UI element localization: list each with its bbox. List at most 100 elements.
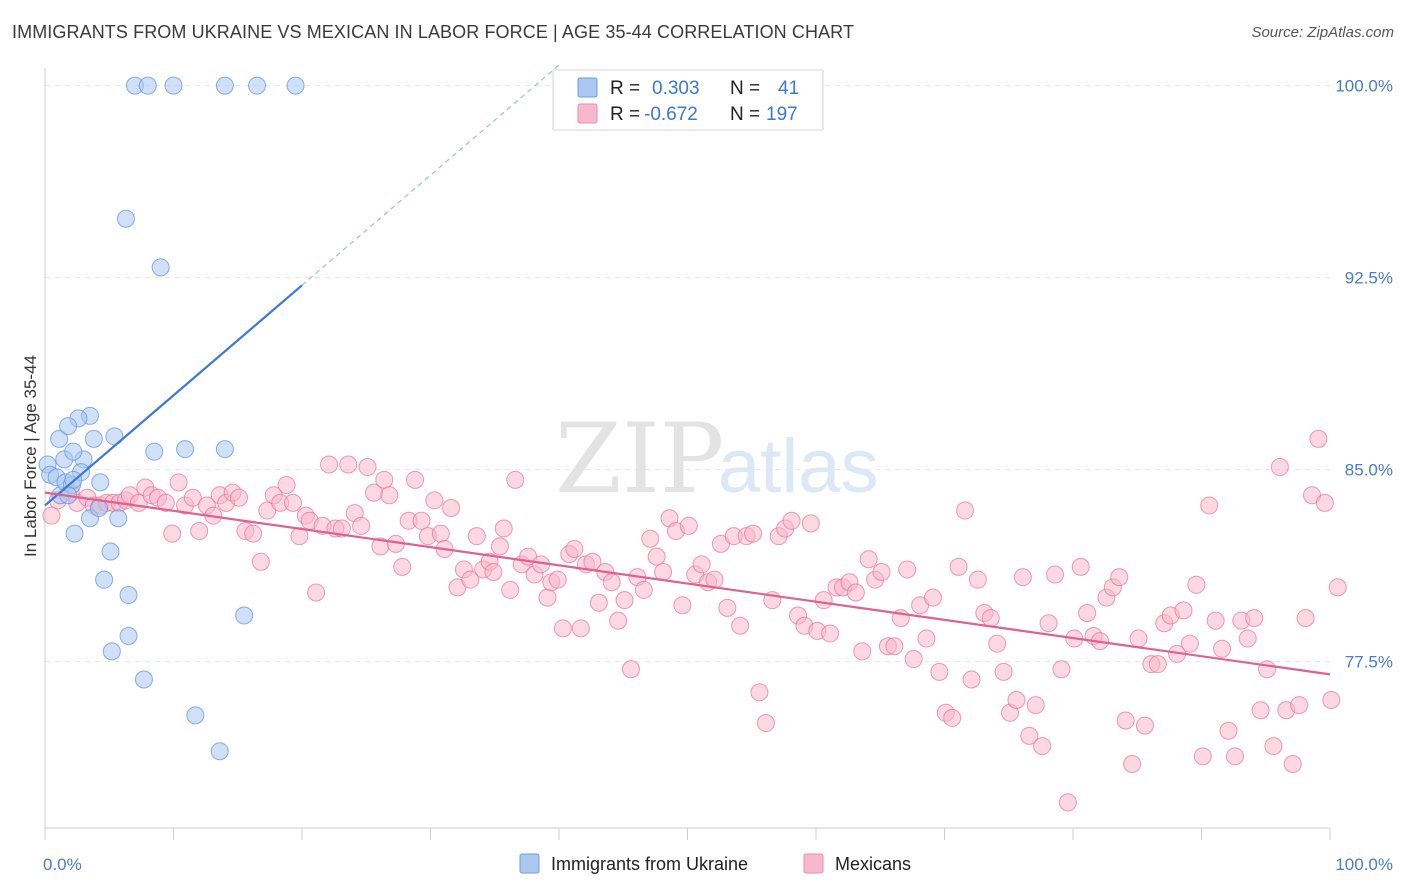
mexicans-point	[943, 708, 962, 727]
mexicans-point	[956, 501, 975, 520]
mexicans-point	[183, 488, 202, 507]
mexicans-point	[1071, 557, 1090, 576]
mexicans-point	[814, 591, 833, 610]
bottom-legend-label-mexicans: Mexicans	[835, 854, 911, 874]
mexicans-point	[1078, 603, 1097, 622]
mexicans-point	[251, 552, 270, 571]
mexicans-point	[1129, 629, 1148, 648]
bottom-legend: Immigrants from Ukraine Mexicans	[519, 853, 911, 874]
mexicans-point	[602, 573, 621, 592]
legend: R = 0.303 N = 41 R = -0.672 N = 197	[552, 69, 824, 131]
mexicans-point	[821, 624, 840, 643]
mexicans-point	[425, 491, 444, 510]
x-tick-labels: 0.0% 100.0%	[43, 855, 1393, 874]
chart-title: IMMIGRANTS FROM UKRAINE VS MEXICAN IN LA…	[12, 22, 855, 42]
ukraine-point	[59, 417, 78, 436]
mexicans-point	[169, 473, 188, 492]
mexicans-point	[1245, 609, 1264, 628]
mexicans-point	[1187, 575, 1206, 594]
mexicans-point	[1116, 711, 1135, 730]
ukraine-point	[186, 706, 205, 725]
mexicans-point	[1315, 493, 1334, 512]
mexicans-point	[1058, 793, 1077, 812]
y-tick-label: 92.5%	[1345, 269, 1393, 288]
source-credit: Source: ZipAtlas.com	[1251, 24, 1394, 41]
mexicans-point	[1206, 611, 1225, 630]
mexicans-point	[277, 475, 296, 494]
mexicans-point	[1046, 565, 1065, 584]
series-ukraine	[38, 76, 305, 761]
ukraine-point	[116, 209, 135, 228]
mexicans-point	[731, 616, 750, 635]
ukraine-point	[65, 524, 84, 543]
mexicans-point	[981, 609, 1000, 628]
mexicans-point	[406, 470, 425, 489]
mexicans-point	[859, 550, 878, 569]
mexicans-point	[1238, 629, 1257, 648]
mexicans-point	[1020, 726, 1039, 745]
mexicans-point	[358, 458, 377, 477]
legend-r-value-ukraine: 0.303	[652, 78, 700, 99]
y-tick-label: 85.0%	[1345, 461, 1393, 480]
watermark: ZIP atlas	[555, 403, 879, 515]
mexicans-point	[1200, 496, 1219, 515]
axes	[44, 68, 1331, 840]
ukraine-point	[50, 429, 69, 448]
x-tick-label: 100.0%	[1335, 855, 1393, 874]
mexicans-point	[923, 588, 942, 607]
ukraine-point	[235, 606, 254, 625]
mexicans-point	[1309, 429, 1328, 448]
mexicans-point	[375, 470, 394, 489]
ukraine-point	[102, 642, 121, 661]
mexicans-point	[284, 493, 303, 512]
mexicans-point	[1033, 737, 1052, 756]
ukraine-point	[164, 76, 183, 95]
mexicans-point	[42, 506, 61, 525]
trend-lines	[44, 64, 1331, 676]
bottom-legend-label-ukraine: Immigrants from Ukraine	[551, 854, 748, 874]
legend-swatch-ukraine	[577, 77, 598, 98]
mexicans-point	[1039, 614, 1058, 633]
mexicans-point	[1007, 691, 1026, 709]
mexicans-point	[163, 524, 182, 543]
mexicans-point	[782, 511, 801, 530]
mexicans-point	[885, 637, 904, 656]
ukraine-point	[101, 542, 120, 561]
mexicans-point	[872, 563, 891, 581]
mexicans-point	[801, 514, 820, 533]
mexicans-point	[1225, 747, 1244, 766]
mexicans-point	[679, 516, 698, 535]
mexicans-point	[654, 563, 673, 581]
mexicans-point	[1174, 601, 1193, 620]
mexicans-point	[641, 529, 660, 548]
mexicans-point	[994, 662, 1013, 681]
mexicans-point	[442, 499, 461, 517]
mexicans-point	[750, 683, 769, 702]
mexicans-point	[307, 583, 326, 602]
mexicans-point	[1123, 755, 1142, 773]
ukraine-point	[145, 442, 164, 461]
mexicans-point	[156, 493, 175, 512]
mexicans-point	[494, 519, 513, 538]
mexicans-point	[467, 527, 486, 546]
mexicans-point	[898, 560, 917, 579]
mexicans-point	[904, 650, 923, 669]
y-tick-label: 77.5%	[1345, 653, 1393, 672]
ukraine-point	[176, 440, 195, 459]
mexicans-point	[380, 486, 399, 505]
y-axis-label: In Labor Force | Age 35-44	[21, 355, 40, 557]
bottom-legend-swatch-ukraine	[519, 853, 540, 874]
legend-n-label-ukraine: N =	[730, 78, 760, 99]
mexicans-point	[1026, 696, 1045, 715]
ukraine-point	[210, 742, 229, 761]
mexicans-point	[553, 619, 572, 638]
mexicans-point	[1219, 721, 1238, 740]
mexicans-point	[917, 629, 936, 648]
y-tick-labels: 77.5% 85.0% 92.5% 100.0%	[1335, 77, 1393, 672]
mexicans-point	[412, 511, 431, 530]
mexicans-point	[647, 547, 666, 566]
mexicans-point	[589, 593, 608, 612]
mexicans-point	[501, 580, 520, 599]
mexicans-point	[548, 570, 567, 589]
mexicans-point	[190, 522, 209, 541]
